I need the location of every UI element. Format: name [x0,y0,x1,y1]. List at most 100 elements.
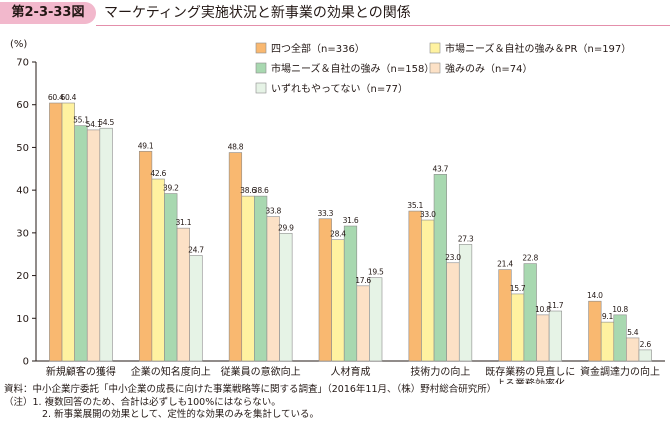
y-tick-label: 20 [16,271,29,282]
bar-value-label: 21.4 [497,260,513,269]
y-tick-label: 60 [16,100,29,111]
figure-title: マーケティング実施状況と新事業の効果との関係 [104,5,411,21]
bar-value-label: 49.1 [138,141,154,150]
bar [511,293,525,362]
bar-value-label: 43.7 [432,164,448,173]
y-tick-label: 30 [16,228,29,239]
bar [138,150,153,362]
bar [331,239,345,362]
bar-value-label: 39.2 [163,184,179,193]
x-category-label: 既存業務の見直しに [485,365,575,378]
bar-value-label: 22.8 [522,254,538,263]
bar-value-label: 17.6 [355,276,371,285]
y-axis-unit-label: (%) [10,39,27,50]
legend-label: いずれもやってない（n=77） [271,83,408,95]
note-1: （注）1. 複数回答のため、合計は必ずしも100%にはならない。 [4,396,281,408]
legend-swatch [429,62,441,74]
legend-label: 強みのみ（n=74） [445,62,532,75]
legend-label: 四つ全部（n=336） [271,42,365,55]
y-tick-label: 0 [23,357,29,368]
bar [49,102,63,362]
bar-chart: (%) 0 10 20 30 40 50 60 70 60.460.4 55.154.154.5… [10,39,665,384]
figure-header: 第2-3-33図 マーケティング実施状況と新事業の効果との関係 [0,0,670,28]
y-axis-ticks: 0 10 20 30 40 50 60 70 [16,58,36,368]
bar [343,225,358,362]
bar-value-label: 35.1 [407,201,423,210]
bar-value-label: 60.4 [48,93,64,102]
y-tick-label: 40 [16,186,29,197]
bar [254,195,268,362]
bar-value-label: 24.7 [188,245,204,254]
bar-value-label: 11.7 [548,301,564,310]
bar-value-label: 27.3 [458,234,474,243]
bar [613,314,627,362]
header-divider [96,25,670,26]
bar-value-label: 42.6 [150,169,166,178]
bar [189,255,203,362]
x-category-label: よる業務効率化 [495,377,565,384]
bar [548,310,563,362]
bar [266,216,280,362]
legend-swatch [255,82,267,94]
bar-value-label: 48.8 [228,143,244,152]
legend-label: 市場ニーズ＆自社の強み＆PR（n=197） [445,42,631,55]
bar [151,178,165,362]
bar-value-label: 28.4 [330,230,346,239]
bar-group [408,174,473,362]
x-axis-category-labels: 新規顧客の獲得 企業の知名度向上 従業員の意欲向上 人材育成 技術力の向上 既存業務の見直… [46,365,660,384]
bar-groups [49,102,652,362]
legend-item: 四つ全部（n=336） [255,42,365,55]
legend-item: 市場ニーズ＆自社の強み（n=158） [255,62,434,75]
bar-value-label: 31.6 [343,216,359,225]
bar-group [49,102,113,362]
legend-item: 市場ニーズ＆自社の強み＆PR（n=197） [429,42,631,55]
bar [318,218,332,362]
bar-value-label: 23.0 [445,253,461,262]
bar [588,300,602,362]
bar [523,263,537,362]
bar-value-label: 55.1 [73,116,89,125]
bar [433,174,447,362]
bar [369,277,383,362]
y-tick-label: 10 [16,314,29,325]
bar-value-label: 33.0 [420,210,436,219]
bar-value-label: 19.5 [368,268,384,277]
bar [600,321,615,362]
bar [241,195,255,362]
bar [626,337,640,362]
bar-value-label: 33.8 [265,207,281,216]
x-category-label: 資金調達力の向上 [580,365,660,378]
bar-value-label: 14.0 [587,291,603,300]
bar-value-label: 33.3 [317,209,333,218]
bar [99,127,113,362]
bar-value-label: 5.4 [627,328,639,337]
bar-group [318,218,383,362]
bar-value-label: 31.1 [176,218,192,227]
x-category-label: 技術力の向上 [410,365,470,378]
bar [61,102,75,362]
x-category-label: 従業員の意欲向上 [221,365,301,378]
legend-swatch [255,62,267,74]
x-category-label: 企業の知名度向上 [131,365,211,378]
bar [536,314,550,362]
source-note: 資料：中小企業庁委託「中小企業の成長に向けた事業戦略等に関する調査」（2016年… [4,384,497,395]
bar-value-label: 54.5 [98,118,114,127]
bar-group [228,152,293,362]
x-category-label: 人材育成 [331,365,371,378]
bar-value-label: 38.6 [240,186,256,195]
legend-label: 市場ニーズ＆自社の強み（n=158） [271,62,434,75]
legend-swatch [429,42,441,54]
bar [421,219,435,362]
legend: 四つ全部（n=336） 市場ニーズ＆自社の強み＆PR（n=197） 市場ニーズ＆自社… [255,42,631,95]
footnotes: 資料：中小企業庁委託「中小企業の成長に向けた事業戦略等に関する調査」（2016年… [4,384,664,422]
bar-group [138,150,203,362]
legend-item: いずれもやってない（n=77） [255,82,408,95]
bar-group [498,263,563,362]
bar-value-label: 10.8 [535,305,551,314]
bar-value-label: 29.9 [278,223,294,232]
x-category-label: 新規顧客の獲得 [46,365,116,378]
bar-value-label: 54.1 [86,120,102,129]
legend-item: 強みのみ（n=74） [429,62,532,75]
bar-group [588,300,652,362]
note-2: 2. 新事業展開の効果として、定性的な効果のみを集計している。 [42,409,320,420]
